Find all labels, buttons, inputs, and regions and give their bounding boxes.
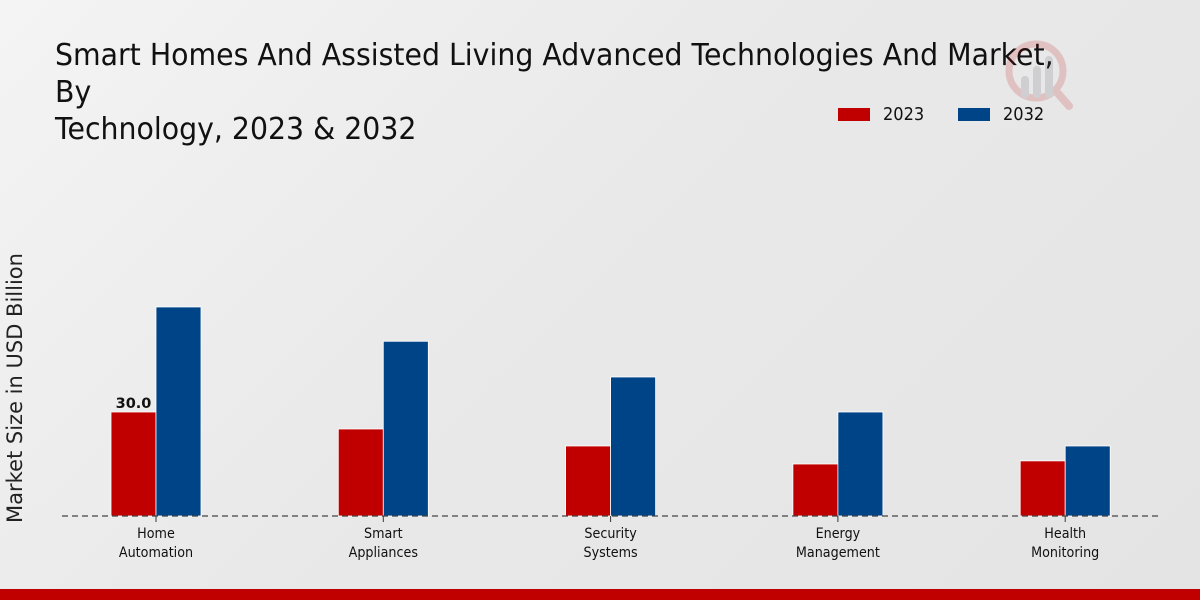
chart-title-line-1: Smart Homes And Assisted Living Advanced…	[55, 38, 1054, 110]
x-tick-label: Systems	[584, 544, 638, 561]
bar-2023-smart-appliances	[337, 428, 384, 517]
legend-swatch-2032	[958, 108, 990, 121]
x-tick-label: Security	[584, 525, 636, 542]
bar-2032-energy-management	[837, 411, 884, 517]
footer-accent-bar	[0, 589, 1200, 600]
legend-label-2032: 2032	[1003, 104, 1045, 125]
legend-item-2032: 2032	[958, 104, 1049, 125]
x-tick-label: Energy	[816, 525, 861, 542]
watermark-logo-icon	[1003, 38, 1073, 117]
chart-title: Smart Homes And Assisted Living Advanced…	[55, 37, 1097, 148]
x-tick-label: Smart	[364, 525, 403, 542]
legend-label-2023: 2023	[883, 104, 925, 125]
legend-item-2023: 2023	[838, 104, 929, 125]
bar-2032-smart-appliances	[382, 340, 429, 517]
bar-2023-security-systems	[565, 445, 611, 517]
bar-2023-health-monitoring	[1019, 460, 1066, 517]
bar-2023-energy-management	[792, 463, 839, 517]
legend-swatch-2023	[838, 108, 870, 121]
bar-2032-health-monitoring	[1064, 445, 1111, 517]
x-tick-label: Monitoring	[1031, 544, 1099, 561]
x-tick-label: Appliances	[349, 544, 418, 561]
data-label: 30.0	[116, 396, 152, 412]
x-tick-label: Automation	[119, 544, 193, 561]
chart-title-line-2: Technology, 2023 & 2032	[55, 112, 417, 147]
x-tick-label: Management	[796, 544, 881, 561]
bar-2032-security-systems	[610, 376, 656, 517]
bar-2023-home-automation	[110, 411, 157, 517]
x-tick-label: Health	[1044, 525, 1086, 542]
bar-2032-home-automation	[155, 306, 202, 517]
x-tick-label: Home	[137, 525, 175, 542]
